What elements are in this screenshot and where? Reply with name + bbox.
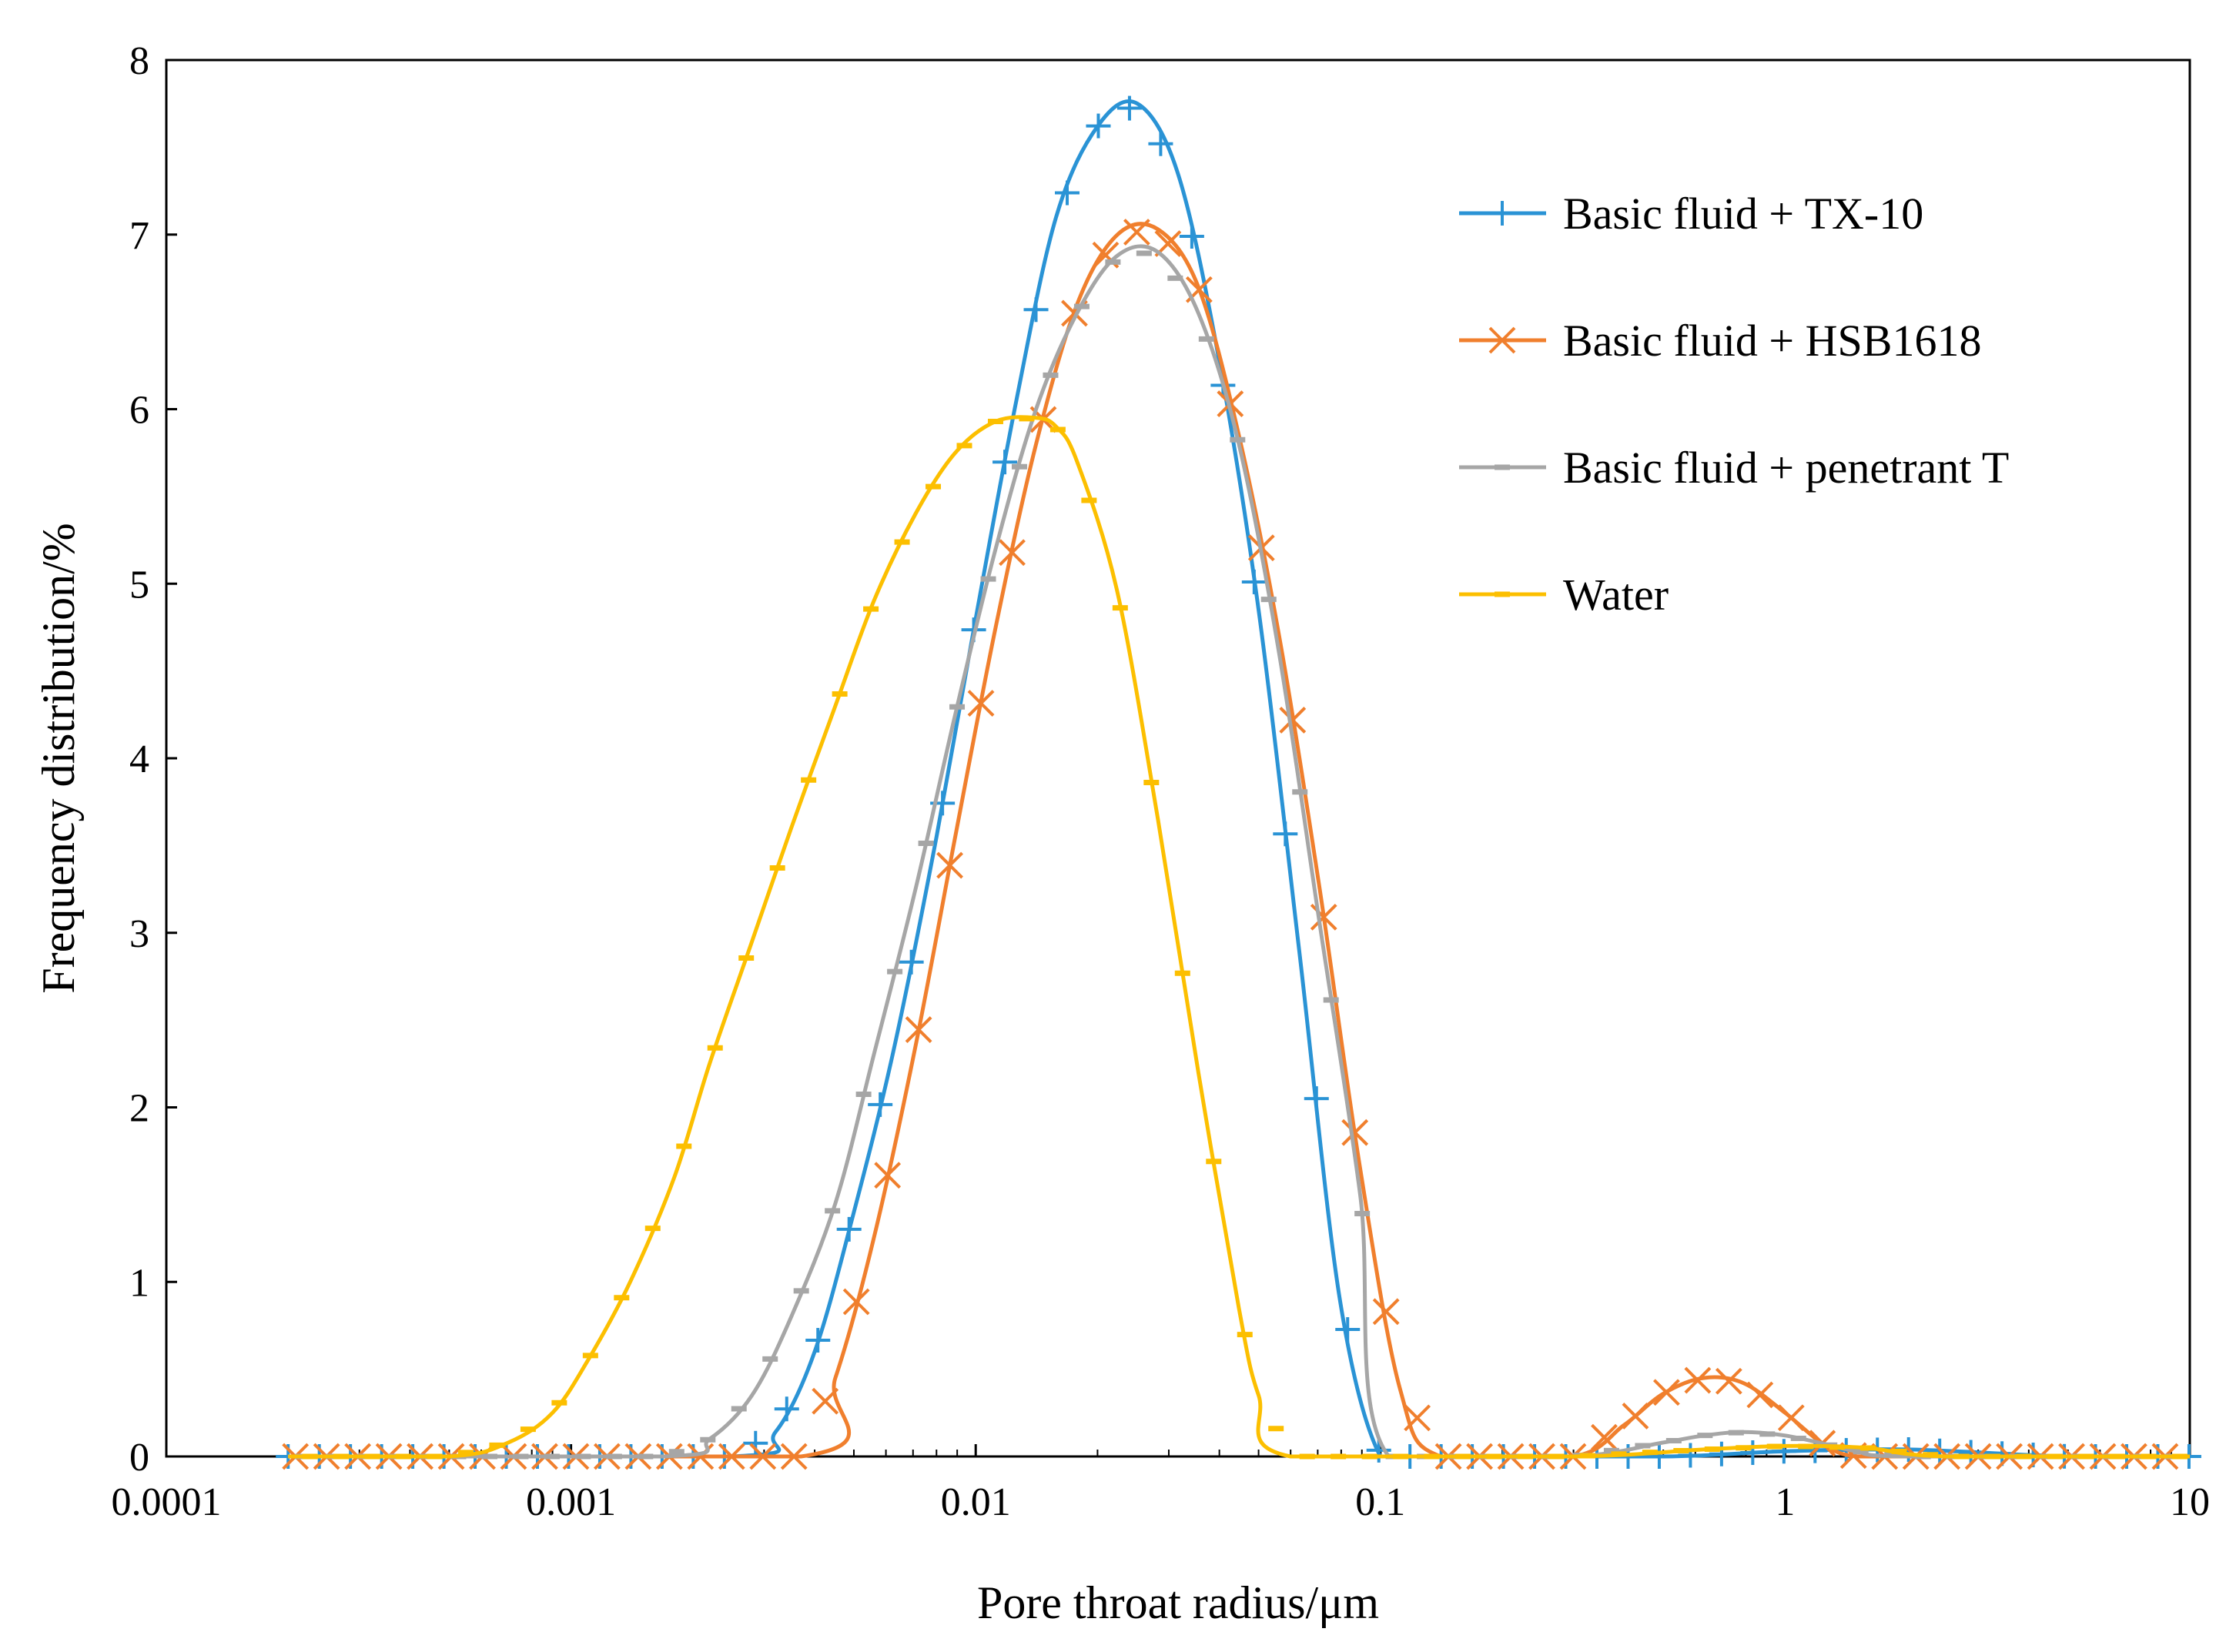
cross-marker	[1092, 241, 1120, 269]
legend-item: Water	[1459, 570, 1669, 620]
cross-marker	[780, 1443, 808, 1470]
y-tick-label: 6	[129, 389, 149, 433]
legend-label: Basic fluid + penetrant T	[1563, 443, 2009, 493]
cross-marker	[749, 1443, 777, 1470]
cross-marker	[1777, 1404, 1805, 1432]
series-line	[288, 415, 2190, 1459]
y-axis-title: Frequency distribution/%	[33, 523, 84, 994]
cross-marker	[967, 690, 995, 717]
series-line	[288, 244, 2190, 1459]
cross-marker	[1404, 1404, 1431, 1432]
x-axis-ticks: 0.0001 0.001 0.01 0.1 1 10	[112, 1444, 2210, 1524]
plot-area-frame	[165, 59, 2191, 1458]
legend-item: Basic fluid + TX-10	[1459, 189, 1923, 239]
cross-marker	[1279, 707, 1307, 734]
series-line	[288, 222, 2190, 1459]
y-tick-label: 2	[129, 1087, 149, 1131]
y-tick-label: 8	[129, 39, 149, 83]
x-tick-label: 0.1	[1355, 1480, 1405, 1524]
y-tick-label: 7	[129, 214, 149, 258]
series-1	[276, 95, 2201, 1469]
y-tick-label: 3	[129, 912, 149, 956]
cross-marker	[874, 1162, 902, 1189]
x-tick-label: 0.001	[526, 1480, 616, 1524]
legend-label: Basic fluid + TX-10	[1563, 189, 1923, 239]
cross-marker	[1488, 326, 1516, 354]
cross-marker	[1653, 1379, 1680, 1406]
cross-marker	[842, 1288, 870, 1316]
cross-marker	[812, 1387, 839, 1415]
cross-marker	[936, 851, 963, 879]
cross-marker	[905, 1016, 932, 1044]
x-tick-label: 10	[2170, 1480, 2210, 1524]
series-2	[282, 219, 2190, 1470]
series-line	[288, 99, 2190, 1459]
cross-marker	[1591, 1423, 1618, 1451]
legend-label: Basic fluid + HSB1618	[1563, 316, 1981, 366]
y-tick-label: 0	[129, 1436, 149, 1480]
cross-marker	[1622, 1402, 1649, 1430]
legend-item: Basic fluid + HSB1618	[1459, 316, 1981, 366]
y-tick-label: 1	[129, 1261, 149, 1305]
legend-item: Basic fluid + penetrant T	[1459, 443, 2009, 493]
x-tick-label: 0.0001	[112, 1480, 222, 1524]
cross-marker	[1372, 1298, 1400, 1326]
series-4	[288, 415, 2190, 1460]
cross-marker	[718, 1443, 745, 1470]
x-tick-label: 1	[1775, 1480, 1795, 1524]
series-layer	[276, 95, 2201, 1470]
legend-label: Water	[1563, 570, 1669, 620]
cross-marker	[1746, 1381, 1774, 1409]
cross-marker	[1123, 219, 1150, 246]
x-axis-title: Pore throat radius/μm	[977, 1577, 1379, 1628]
cross-marker	[999, 539, 1026, 567]
x-tick-label: 0.01	[941, 1480, 1011, 1524]
cross-marker	[1341, 1119, 1369, 1146]
y-tick-label: 4	[129, 737, 149, 781]
cross-marker	[1715, 1367, 1742, 1395]
legend: Basic fluid + TX-10 Basic fluid + HSB1618…	[1459, 189, 2009, 620]
y-axis-ticks: 0 1 2 3 4 5 6 7 8	[129, 39, 177, 1480]
y-tick-label: 5	[129, 563, 149, 607]
cross-marker	[1310, 903, 1337, 931]
cross-marker	[1684, 1366, 1712, 1394]
